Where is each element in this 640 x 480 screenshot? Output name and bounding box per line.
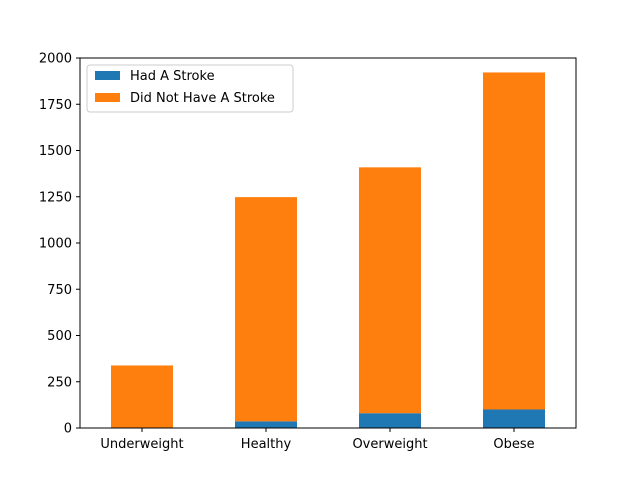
legend-swatch-had-stroke <box>95 71 120 80</box>
bar-healthy-series-0 <box>235 421 297 428</box>
y-tick-label: 250 <box>47 375 72 390</box>
x-tick-label-healthy: Healthy <box>241 437 292 452</box>
y-tick-label: 1500 <box>39 144 72 159</box>
legend-label-no-stroke: Did Not Have A Stroke <box>130 91 275 106</box>
legend-label-had-stroke: Had A Stroke <box>130 69 215 84</box>
bar-obese-series-1 <box>483 72 545 410</box>
y-tick-label: 500 <box>47 329 72 344</box>
y-tick-label: 1000 <box>39 237 72 252</box>
legend-swatch-no-stroke <box>95 93 120 102</box>
y-tick-label: 1750 <box>39 98 72 113</box>
legend: Had A Stroke Did Not Have A Stroke <box>86 64 294 113</box>
bar-healthy-series-1 <box>235 197 297 422</box>
x-tick-label-underweight: Underweight <box>100 437 183 452</box>
y-tick-label: 0 <box>64 422 72 437</box>
x-tick-label-obese: Obese <box>493 437 534 452</box>
bar-overweight-series-1 <box>359 167 421 414</box>
y-axis: 0 250 500 750 1000 1250 1500 1750 2000 <box>39 52 80 437</box>
legend-frame <box>86 64 294 113</box>
bar-obese-series-0 <box>483 409 545 428</box>
y-tick-label: 1250 <box>39 190 72 205</box>
bar-overweight-series-0 <box>359 413 421 428</box>
y-tick-label: 750 <box>47 283 72 298</box>
x-tick-label-overweight: Overweight <box>352 437 427 452</box>
x-axis: Underweight Healthy Overweight Obese <box>100 428 535 452</box>
y-tick-label: 2000 <box>39 52 72 67</box>
bar-underweight-series-1 <box>111 365 173 428</box>
bars-group <box>111 72 545 428</box>
